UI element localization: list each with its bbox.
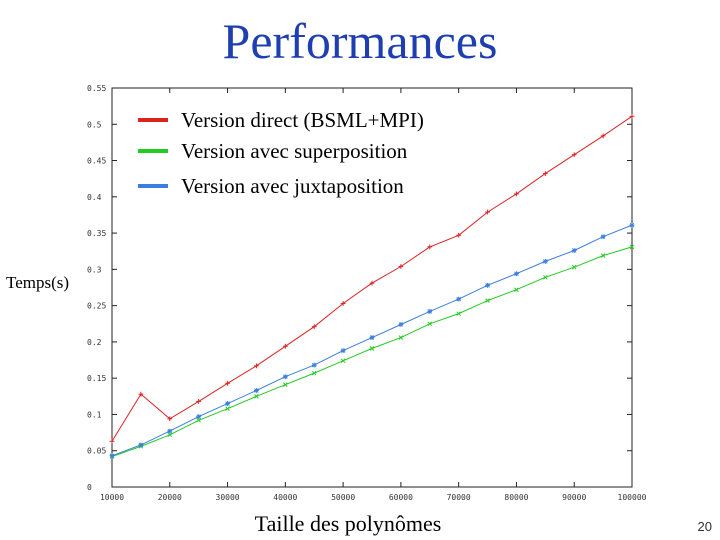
series-line (111, 224, 633, 457)
y-axis-title: Temps(s) (6, 273, 69, 292)
y-tick-label: 0.35 (87, 229, 106, 238)
y-tick-label: 0.3 (87, 265, 102, 274)
data-point-mark (514, 271, 519, 276)
x-tick-label: 60000 (389, 493, 413, 502)
y-tick-label: 0.5 (87, 120, 102, 129)
data-point-mark (629, 244, 635, 250)
y-tick-label: 0.2 (87, 338, 102, 347)
data-point-mark (485, 283, 490, 288)
series-line (111, 115, 633, 442)
data-point-mark (543, 275, 548, 280)
data-point-mark (138, 442, 144, 448)
data-point-mark (369, 335, 375, 340)
data-point-mark (543, 259, 548, 264)
data-point-mark (369, 346, 375, 351)
data-point-mark (398, 335, 404, 340)
data-point-mark (167, 428, 173, 434)
data-point-mark (340, 348, 346, 353)
y-tick-label: 0.55 (87, 84, 106, 93)
x-tick-label: 50000 (331, 493, 355, 502)
data-point-mark (427, 309, 433, 314)
series-3 (109, 222, 635, 459)
legend-item-3: Version avec juxtaposition (138, 174, 404, 198)
legend-item-2: Version avec superposition (138, 139, 408, 163)
data-point-mark (571, 248, 577, 253)
data-point-mark (254, 394, 259, 399)
data-point-mark (311, 362, 317, 368)
data-point-mark (311, 370, 317, 376)
data-point-mark (629, 222, 635, 228)
data-point-mark (196, 417, 201, 423)
data-point-mark (225, 401, 230, 406)
data-point-mark (283, 382, 288, 387)
x-tick-label: 40000 (273, 493, 297, 502)
x-tick-label: 20000 (158, 493, 182, 502)
slide-title: Performances (222, 13, 498, 69)
legend-item-1: Version direct (BSML+MPI) (138, 108, 424, 132)
legend-label: Version avec superposition (181, 139, 408, 163)
data-point-mark (485, 298, 490, 303)
legend: Version direct (BSML+MPI) Version avec su… (138, 108, 424, 198)
data-point-mark (514, 287, 519, 292)
legend-label: Version avec juxtaposition (181, 174, 404, 198)
x-tick-label: 10000 (100, 493, 124, 502)
data-point-mark (109, 453, 115, 459)
x-tick-label: 30000 (216, 493, 240, 502)
y-tick-label: 0.4 (87, 193, 102, 202)
y-tick-label: 0.45 (87, 157, 106, 166)
data-point-mark (571, 264, 577, 270)
series-line (111, 246, 633, 457)
data-point-mark (600, 234, 606, 239)
y-tick-label: 0 (87, 483, 92, 492)
series-2 (109, 244, 635, 459)
data-point-mark (225, 406, 230, 411)
plot-frame (111, 87, 633, 488)
x-axis-ticks: 10000 20000 30000 40000 50000 60000 70000 80000… (100, 88, 647, 502)
data-point-mark (340, 358, 346, 364)
data-point-mark (283, 374, 288, 380)
data-point-mark (167, 432, 173, 438)
data-point-mark (427, 321, 433, 327)
series-layer (109, 113, 635, 459)
data-point-mark (196, 414, 201, 419)
x-tick-label: 80000 (504, 493, 528, 502)
data-point-mark (254, 388, 259, 393)
y-tick-label: 0.05 (87, 447, 106, 456)
y-tick-label: 0.1 (87, 410, 102, 419)
x-tick-label: 70000 (447, 493, 471, 502)
x-axis-title: Taille des polynômes (255, 511, 442, 536)
y-tick-label: 0.25 (87, 302, 106, 311)
x-tick-label: 90000 (562, 493, 586, 502)
data-point-mark (600, 253, 606, 258)
series-1 (109, 113, 635, 444)
x-tick-label: 100000 (618, 493, 647, 502)
legend-label: Version direct (BSML+MPI) (181, 108, 424, 132)
slide-number: 20 (697, 519, 712, 534)
data-point-mark (456, 296, 461, 302)
y-tick-label: 0.15 (87, 374, 106, 383)
data-point-mark (456, 311, 461, 316)
data-point-mark (398, 322, 404, 327)
y-axis-ticks: 0 0.05 0.1 0.15 0.2 0.25 0.3 0.35 0.4 0.45 0.5 0.55 (87, 84, 632, 492)
plot-border (111, 87, 633, 488)
